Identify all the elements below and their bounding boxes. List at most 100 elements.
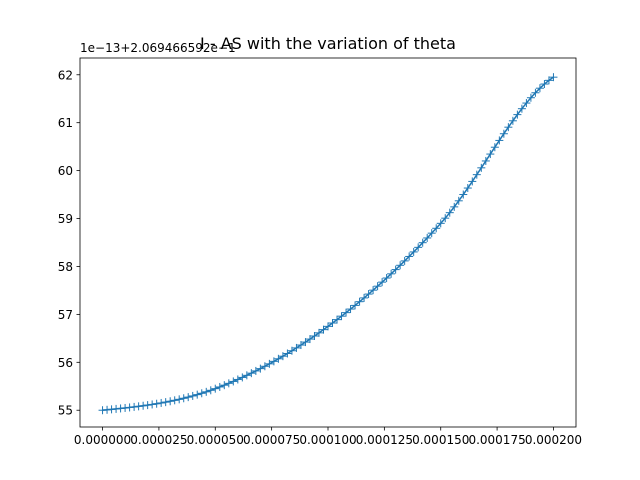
data-point-marker (143, 401, 152, 410)
data-point-marker (342, 308, 351, 317)
data-point-marker (454, 196, 463, 205)
data-point-marker (333, 315, 342, 324)
data-point-marker (400, 256, 409, 265)
x-tick-label: 0.000075 (243, 433, 300, 447)
data-point-marker (459, 190, 468, 199)
data-point-marker (287, 346, 296, 355)
data-point-marker (382, 274, 391, 283)
data-point-marker (310, 331, 319, 340)
data-point-marker (499, 129, 508, 138)
data-point-marker (328, 319, 337, 328)
data-point-marker (233, 375, 242, 384)
data-point-marker (157, 398, 166, 407)
x-tick-label: 0.000050 (187, 433, 244, 447)
data-point-marker (197, 389, 206, 398)
plot-area-frame (79, 57, 577, 428)
data-point-marker (319, 325, 328, 334)
data-point-marker (409, 247, 418, 256)
data-point-marker (220, 381, 229, 390)
data-point-marker (242, 371, 251, 380)
y-tick-label: 55 (58, 404, 73, 418)
data-point-marker (292, 343, 301, 352)
data-point-marker (324, 322, 332, 331)
data-point-marker (373, 282, 382, 291)
data-point-marker (364, 290, 373, 299)
x-tick-label: 0.000025 (130, 433, 187, 447)
data-point-marker (423, 233, 432, 242)
data-point-marker (405, 252, 414, 261)
data-point-marker (472, 170, 481, 179)
x-tick-label: 0.000125 (356, 433, 413, 447)
data-point-marker (337, 312, 346, 321)
y-tick-label: 58 (58, 260, 73, 274)
chart-title: I - AS with the variation of theta (200, 34, 456, 53)
data-point-marker (504, 123, 513, 132)
y-axis-ticks: 55 56 57 58 59 60 61 62 (58, 68, 80, 418)
data-point-marker (193, 390, 202, 399)
data-point-marker (445, 208, 454, 217)
data-point-marker (360, 293, 369, 302)
data-point-marker (269, 357, 278, 366)
data-point-marker (391, 265, 400, 274)
data-point-marker (179, 394, 188, 403)
data-point-marker (139, 401, 148, 410)
data-point-marker (130, 402, 139, 411)
data-point-marker (463, 184, 472, 193)
x-axis-ticks: 0.000000 0.000025 0.000050 0.000075 0.000100… (74, 427, 582, 447)
data-point-marker (170, 396, 179, 405)
y-tick-label: 60 (58, 164, 73, 178)
data-point-marker (211, 384, 220, 393)
data-point-marker (531, 88, 540, 97)
data-point-marker (175, 395, 184, 404)
data-point-marker (450, 202, 459, 211)
data-point-marker (238, 373, 247, 382)
data-point-marker (125, 403, 134, 412)
data-point-marker (486, 150, 495, 159)
data-point-marker (184, 393, 193, 402)
data-point-marker (441, 214, 450, 223)
data-point-marker (468, 177, 477, 186)
data-point-marker (121, 403, 130, 412)
data-point-marker (436, 219, 445, 228)
data-point-marker (418, 238, 427, 247)
y-tick-label: 59 (58, 212, 73, 226)
y-tick-label: 61 (58, 116, 73, 130)
data-point-marker (247, 369, 256, 378)
data-point-marker (369, 286, 378, 295)
data-point-marker (152, 399, 161, 408)
data-point-marker (260, 362, 269, 371)
data-point-marker (414, 243, 423, 252)
data-point-marker (166, 397, 175, 406)
data-point-marker (522, 99, 531, 108)
data-point-marker (508, 116, 517, 125)
data-point-marker (224, 379, 233, 388)
data-point-marker (432, 224, 441, 233)
data-point-marker (148, 400, 157, 409)
x-tick-label: 0.000175 (468, 433, 525, 447)
x-tick-label: 0.000000 (74, 433, 131, 447)
data-point-marker (215, 382, 224, 391)
x-tick-label: 0.000200 (525, 433, 582, 447)
data-point-marker (305, 335, 314, 344)
data-point-marker (495, 136, 504, 145)
data-point-marker (229, 377, 238, 386)
y-tick-label: 56 (58, 356, 73, 370)
data-point-marker (251, 366, 260, 375)
data-point-marker (301, 338, 310, 347)
data-point-marker (283, 349, 292, 358)
data-point-marker (513, 110, 522, 119)
data-point-marker (274, 354, 283, 363)
data-point-marker (188, 391, 197, 400)
data-point-marker (544, 76, 553, 85)
data-point-marker (296, 341, 305, 350)
data-series (98, 73, 558, 415)
data-point-marker (378, 278, 387, 287)
data-point-marker (481, 156, 490, 165)
data-point-marker (535, 84, 544, 93)
y-tick-label: 57 (58, 308, 73, 322)
data-point-marker (490, 143, 499, 152)
data-point-marker (256, 364, 265, 373)
y-axis-offset-text: 1e−13+2.069466592e−1 (80, 41, 236, 55)
